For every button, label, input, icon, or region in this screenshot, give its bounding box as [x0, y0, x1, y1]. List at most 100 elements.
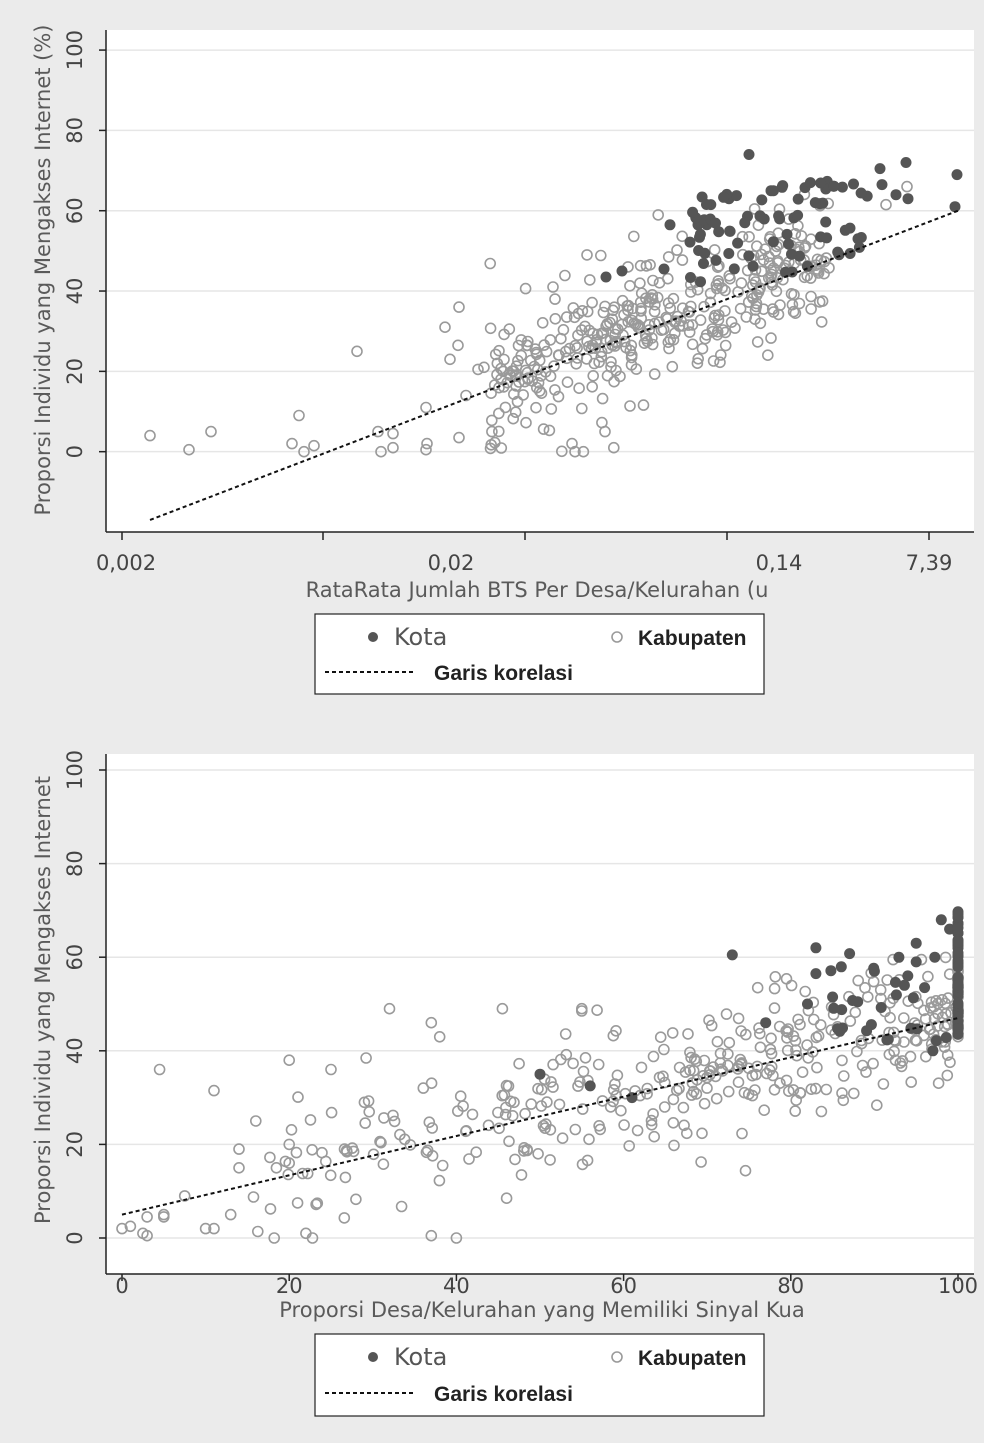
kabupaten-point	[363, 1105, 376, 1118]
kabupaten-point	[544, 1154, 556, 1166]
kabupaten-point	[751, 336, 764, 348]
legend-correlation-label: Garis korelasi	[434, 1383, 573, 1406]
kabupaten-point	[304, 1114, 317, 1126]
kabupaten-point	[749, 304, 762, 316]
kota-point	[902, 970, 914, 982]
kabupaten-point	[472, 363, 484, 376]
kabupaten-point	[500, 1101, 512, 1114]
kota-point	[710, 254, 722, 266]
kabupaten-point	[729, 322, 741, 334]
kota-point	[952, 936, 964, 948]
kabupaten-point	[763, 1064, 776, 1076]
kabupaten-point	[486, 425, 498, 438]
kabupaten-point	[811, 1061, 823, 1074]
kabupaten-point	[904, 1050, 917, 1063]
kabupaten-point	[860, 1066, 872, 1078]
kabupaten-point	[423, 1116, 436, 1129]
kabupaten-point	[513, 1057, 525, 1070]
kabupaten-point	[851, 1045, 863, 1058]
kabupaten-point	[530, 348, 543, 361]
kabupaten-point	[559, 269, 571, 282]
kabupaten-point	[684, 1064, 696, 1077]
kabupaten-point	[711, 1035, 724, 1048]
kota-point	[944, 923, 956, 935]
kabupaten-point	[676, 230, 689, 243]
kabupaten-point	[511, 395, 524, 408]
kabupaten-point	[500, 1079, 513, 1092]
kabupaten-point	[639, 329, 652, 342]
kabupaten-point	[575, 1002, 588, 1015]
kabupaten-point	[137, 1227, 149, 1240]
kota-point	[821, 232, 833, 244]
kabupaten-point	[725, 316, 738, 328]
kota-point	[952, 908, 964, 920]
kabupaten-point	[420, 1146, 433, 1159]
kabupaten-point	[555, 445, 568, 458]
kabupaten-point	[673, 1082, 685, 1095]
kota-point	[802, 998, 813, 1010]
kabupaten-point	[268, 1232, 281, 1244]
y-tick-label: 60	[63, 197, 87, 224]
legend: Kota Kabupaten Garis korelasi	[314, 613, 765, 695]
kabupaten-point	[790, 1049, 803, 1062]
kabupaten-point	[498, 328, 510, 341]
kabupaten-point	[610, 364, 622, 377]
kabupaten-point	[837, 1070, 850, 1082]
kota-point	[952, 1023, 964, 1035]
y-tick-label: 40	[63, 1037, 87, 1064]
kabupaten-point	[941, 1018, 954, 1030]
kabupaten-point	[668, 1139, 680, 1152]
kabupaten-point	[874, 984, 887, 996]
y-ticks: 0 20 40 60 80 100	[63, 750, 106, 1245]
kabupaten-point	[439, 321, 451, 334]
kabupaten-point	[503, 1135, 515, 1148]
kota-point	[844, 222, 856, 234]
kota-point	[534, 1068, 546, 1080]
kabupaten-point	[715, 1063, 728, 1076]
y-tick-label: 40	[63, 278, 87, 305]
kabupaten-point	[765, 332, 777, 344]
kota-point	[600, 271, 612, 283]
kabupaten-point	[453, 431, 465, 444]
kabupaten-point	[663, 342, 675, 355]
kabupaten-point	[298, 445, 310, 458]
kabupaten-point	[433, 1030, 446, 1043]
kabupaten-point	[535, 370, 547, 382]
kota-point	[758, 213, 770, 225]
kabupaten-point	[607, 441, 620, 454]
kabupaten-point	[499, 401, 512, 414]
kabupaten-point	[648, 1130, 661, 1143]
kabupaten-point	[549, 384, 561, 396]
legend: Kota Kabupaten Garis korelasi	[314, 1333, 765, 1417]
kabupaten-point	[372, 425, 384, 438]
kabupaten-point	[753, 1027, 766, 1040]
kabupaten-point	[708, 244, 721, 256]
kabupaten-point	[789, 1105, 802, 1117]
kota-point	[699, 247, 711, 259]
kabupaten-point	[450, 1232, 463, 1244]
kabupaten-point	[367, 1148, 380, 1161]
kota-point	[747, 260, 759, 272]
kabupaten-point	[722, 1085, 735, 1098]
kabupaten-point	[696, 342, 709, 355]
kabupaten-point	[301, 1167, 314, 1180]
kota-point	[910, 937, 922, 949]
kabupaten-point	[780, 1074, 793, 1087]
kabupaten-point	[647, 1050, 660, 1063]
kota-point	[949, 201, 961, 213]
kabupaten-point	[306, 1232, 319, 1244]
kabupaten-point	[658, 1101, 671, 1113]
kabupaten-point	[375, 1136, 387, 1149]
kota-point	[756, 194, 768, 206]
kota-point	[731, 190, 742, 202]
kabupaten-point	[285, 1123, 298, 1136]
kabupaten-point	[705, 1019, 718, 1032]
kabupaten-point	[559, 345, 572, 358]
kota-point	[919, 982, 931, 994]
kabupaten-point	[519, 1107, 531, 1120]
kabupaten-point	[667, 292, 680, 305]
kota-point	[743, 250, 755, 262]
kabupaten-point	[618, 1119, 630, 1131]
kabupaten-point	[377, 1158, 390, 1171]
kabupaten-point	[283, 1138, 296, 1151]
